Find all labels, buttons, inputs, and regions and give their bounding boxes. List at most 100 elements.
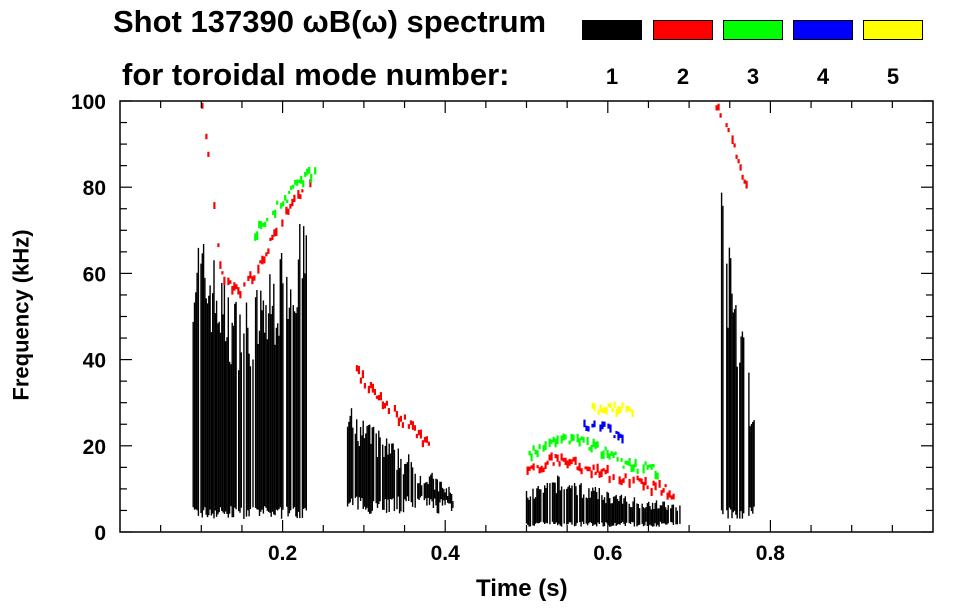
- mode-2-ridge-mark: [297, 190, 300, 199]
- y-tick-label: 100: [71, 91, 106, 114]
- mode-2-ridge-mark: [393, 405, 396, 412]
- legend-label-5: 5: [886, 64, 900, 89]
- mode-2-ridge-mark: [536, 465, 539, 469]
- x-axis-label: Time (s): [476, 575, 568, 602]
- mode-2-ridge-mark: [640, 478, 643, 484]
- mode-2-ridge-mark: [642, 481, 645, 491]
- mode-3-ridge-mark: [578, 438, 581, 447]
- tick-labels: 0.2 0.4 0.6 0.8 0 20 40 60 80 100: [71, 91, 785, 565]
- mode-2-ridge-mark: [719, 113, 722, 118]
- mode-2-ridge-mark: [223, 276, 226, 285]
- mode-5-ridge-mark: [609, 402, 612, 408]
- mode-5-ridge-mark: [627, 406, 630, 411]
- mode-2-ridge-mark: [401, 422, 404, 428]
- mode-5-ridge-mark: [611, 408, 614, 413]
- mode-1-region-2: [525, 475, 681, 527]
- mode-3-ridge-mark: [258, 220, 261, 228]
- mode-2-ridge-mark: [558, 461, 561, 467]
- legend-swatch-1: [582, 20, 642, 40]
- axis-ticks: [120, 100, 933, 533]
- mode-4-region-10: [583, 419, 624, 444]
- mode-2-ridge-mark: [293, 194, 296, 202]
- mode-2-ridge-mark: [622, 478, 625, 483]
- mode-3-ridge-mark: [556, 435, 559, 445]
- mode-3-region-8: [254, 166, 317, 241]
- mode-3-ridge-mark: [530, 453, 533, 462]
- mode-2-ridge-mark: [357, 366, 360, 375]
- legend-swatch-5: [863, 20, 923, 40]
- mode-2-ridge-mark: [427, 441, 430, 446]
- mode-2-ridge-mark: [668, 490, 671, 498]
- mode-2-ridge-mark: [263, 256, 266, 264]
- mode-3-ridge-mark: [592, 438, 595, 448]
- mode-2-ridge-mark: [741, 174, 744, 180]
- mode-3-ridge-mark: [290, 185, 293, 191]
- mode-2-ridge-mark: [636, 475, 639, 481]
- mode-2-ridge-mark: [612, 474, 615, 481]
- mode-2-ridge-mark: [399, 415, 402, 422]
- mode-3-ridge-mark: [266, 217, 269, 222]
- legend-swatch-2: [653, 20, 713, 40]
- mode-5-ridge-mark: [603, 407, 606, 414]
- mode-3-ridge-mark: [602, 450, 605, 459]
- mode-3-ridge-mark: [544, 441, 547, 450]
- mode-2-ridge-mark: [598, 471, 601, 478]
- mode-3-ridge-mark: [554, 438, 557, 448]
- mode-3-ridge-mark: [282, 201, 285, 207]
- mode-2-ridge-mark: [664, 484, 667, 488]
- mode-2-ridge-mark: [739, 164, 742, 171]
- mode-2-ridge-mark: [287, 208, 290, 215]
- mode-4-ridge-mark: [601, 421, 604, 430]
- mode-3-ridge-mark: [586, 436, 589, 446]
- mode-3-ridge-mark: [292, 184, 295, 189]
- mode-2-ridge-mark: [624, 473, 627, 479]
- mode-3-ridge-mark: [626, 460, 629, 465]
- mode-5-ridge-mark: [601, 408, 604, 413]
- mode-2-ridge-mark: [235, 284, 238, 290]
- mode-3-ridge-mark: [612, 452, 615, 459]
- mode-2-ridge-mark: [409, 420, 412, 425]
- mode-1-region-1: [346, 408, 454, 514]
- mode-2-ridge-mark: [592, 464, 595, 470]
- chart-title-line1: Shot 137390 ωB(ω) spectrum: [113, 4, 547, 39]
- mode-3-ridge-mark: [600, 451, 603, 459]
- mode-2-ridge-mark: [715, 105, 718, 111]
- mode-3-ridge-mark: [616, 457, 619, 462]
- mode-3-ridge-mark: [630, 464, 633, 473]
- chart-title-line2: for toroidal mode number:: [122, 57, 510, 92]
- mode-5-ridge-mark: [593, 403, 596, 412]
- mode-2-ridge-mark: [620, 479, 623, 486]
- mode-3-ridge-mark: [644, 461, 647, 466]
- mode-2-ridge-mark: [261, 255, 264, 265]
- mode-2-ridge-mark: [403, 414, 406, 420]
- mode-3-ridge-mark: [634, 459, 637, 468]
- mode-2-ridge-mark: [213, 202, 216, 209]
- mode-3-ridge-mark: [548, 438, 551, 447]
- mode-2-ridge-mark: [265, 252, 268, 257]
- mode-2-ridge-mark: [652, 480, 655, 486]
- mode-3-ridge-mark: [582, 437, 585, 443]
- mode-3-ridge-mark: [314, 167, 317, 175]
- mode-2-ridge-mark: [596, 463, 599, 473]
- mode-3-ridge-mark: [298, 179, 301, 183]
- mode-2-ridge-mark: [550, 452, 553, 461]
- mode-5-ridge-mark: [619, 406, 622, 413]
- mode-2-ridge-mark: [662, 488, 665, 493]
- mode-5-ridge-mark: [629, 408, 632, 412]
- mode-3-ridge-mark: [622, 465, 625, 469]
- mode-2-ridge-mark: [407, 424, 410, 429]
- mode-3-ridge-mark: [636, 468, 639, 475]
- mode-3-ridge-mark: [650, 464, 653, 470]
- mode-3-ridge-mark: [594, 441, 597, 450]
- mode-4-ridge-mark: [621, 434, 624, 444]
- mode-3-ridge-mark: [260, 221, 263, 230]
- mode-2-ridge-mark: [377, 395, 380, 401]
- x-tick-label: 0.4: [431, 542, 461, 565]
- mode-2-ridge-mark: [415, 433, 418, 439]
- mode-3-ridge-mark: [536, 450, 539, 457]
- mode-3-ridge-mark: [534, 449, 537, 455]
- legend-label-2: 2: [676, 64, 690, 89]
- mode-3-ridge-mark: [648, 464, 651, 468]
- x-tick-label: 0.8: [756, 542, 786, 565]
- mode-3-ridge-mark: [528, 450, 531, 456]
